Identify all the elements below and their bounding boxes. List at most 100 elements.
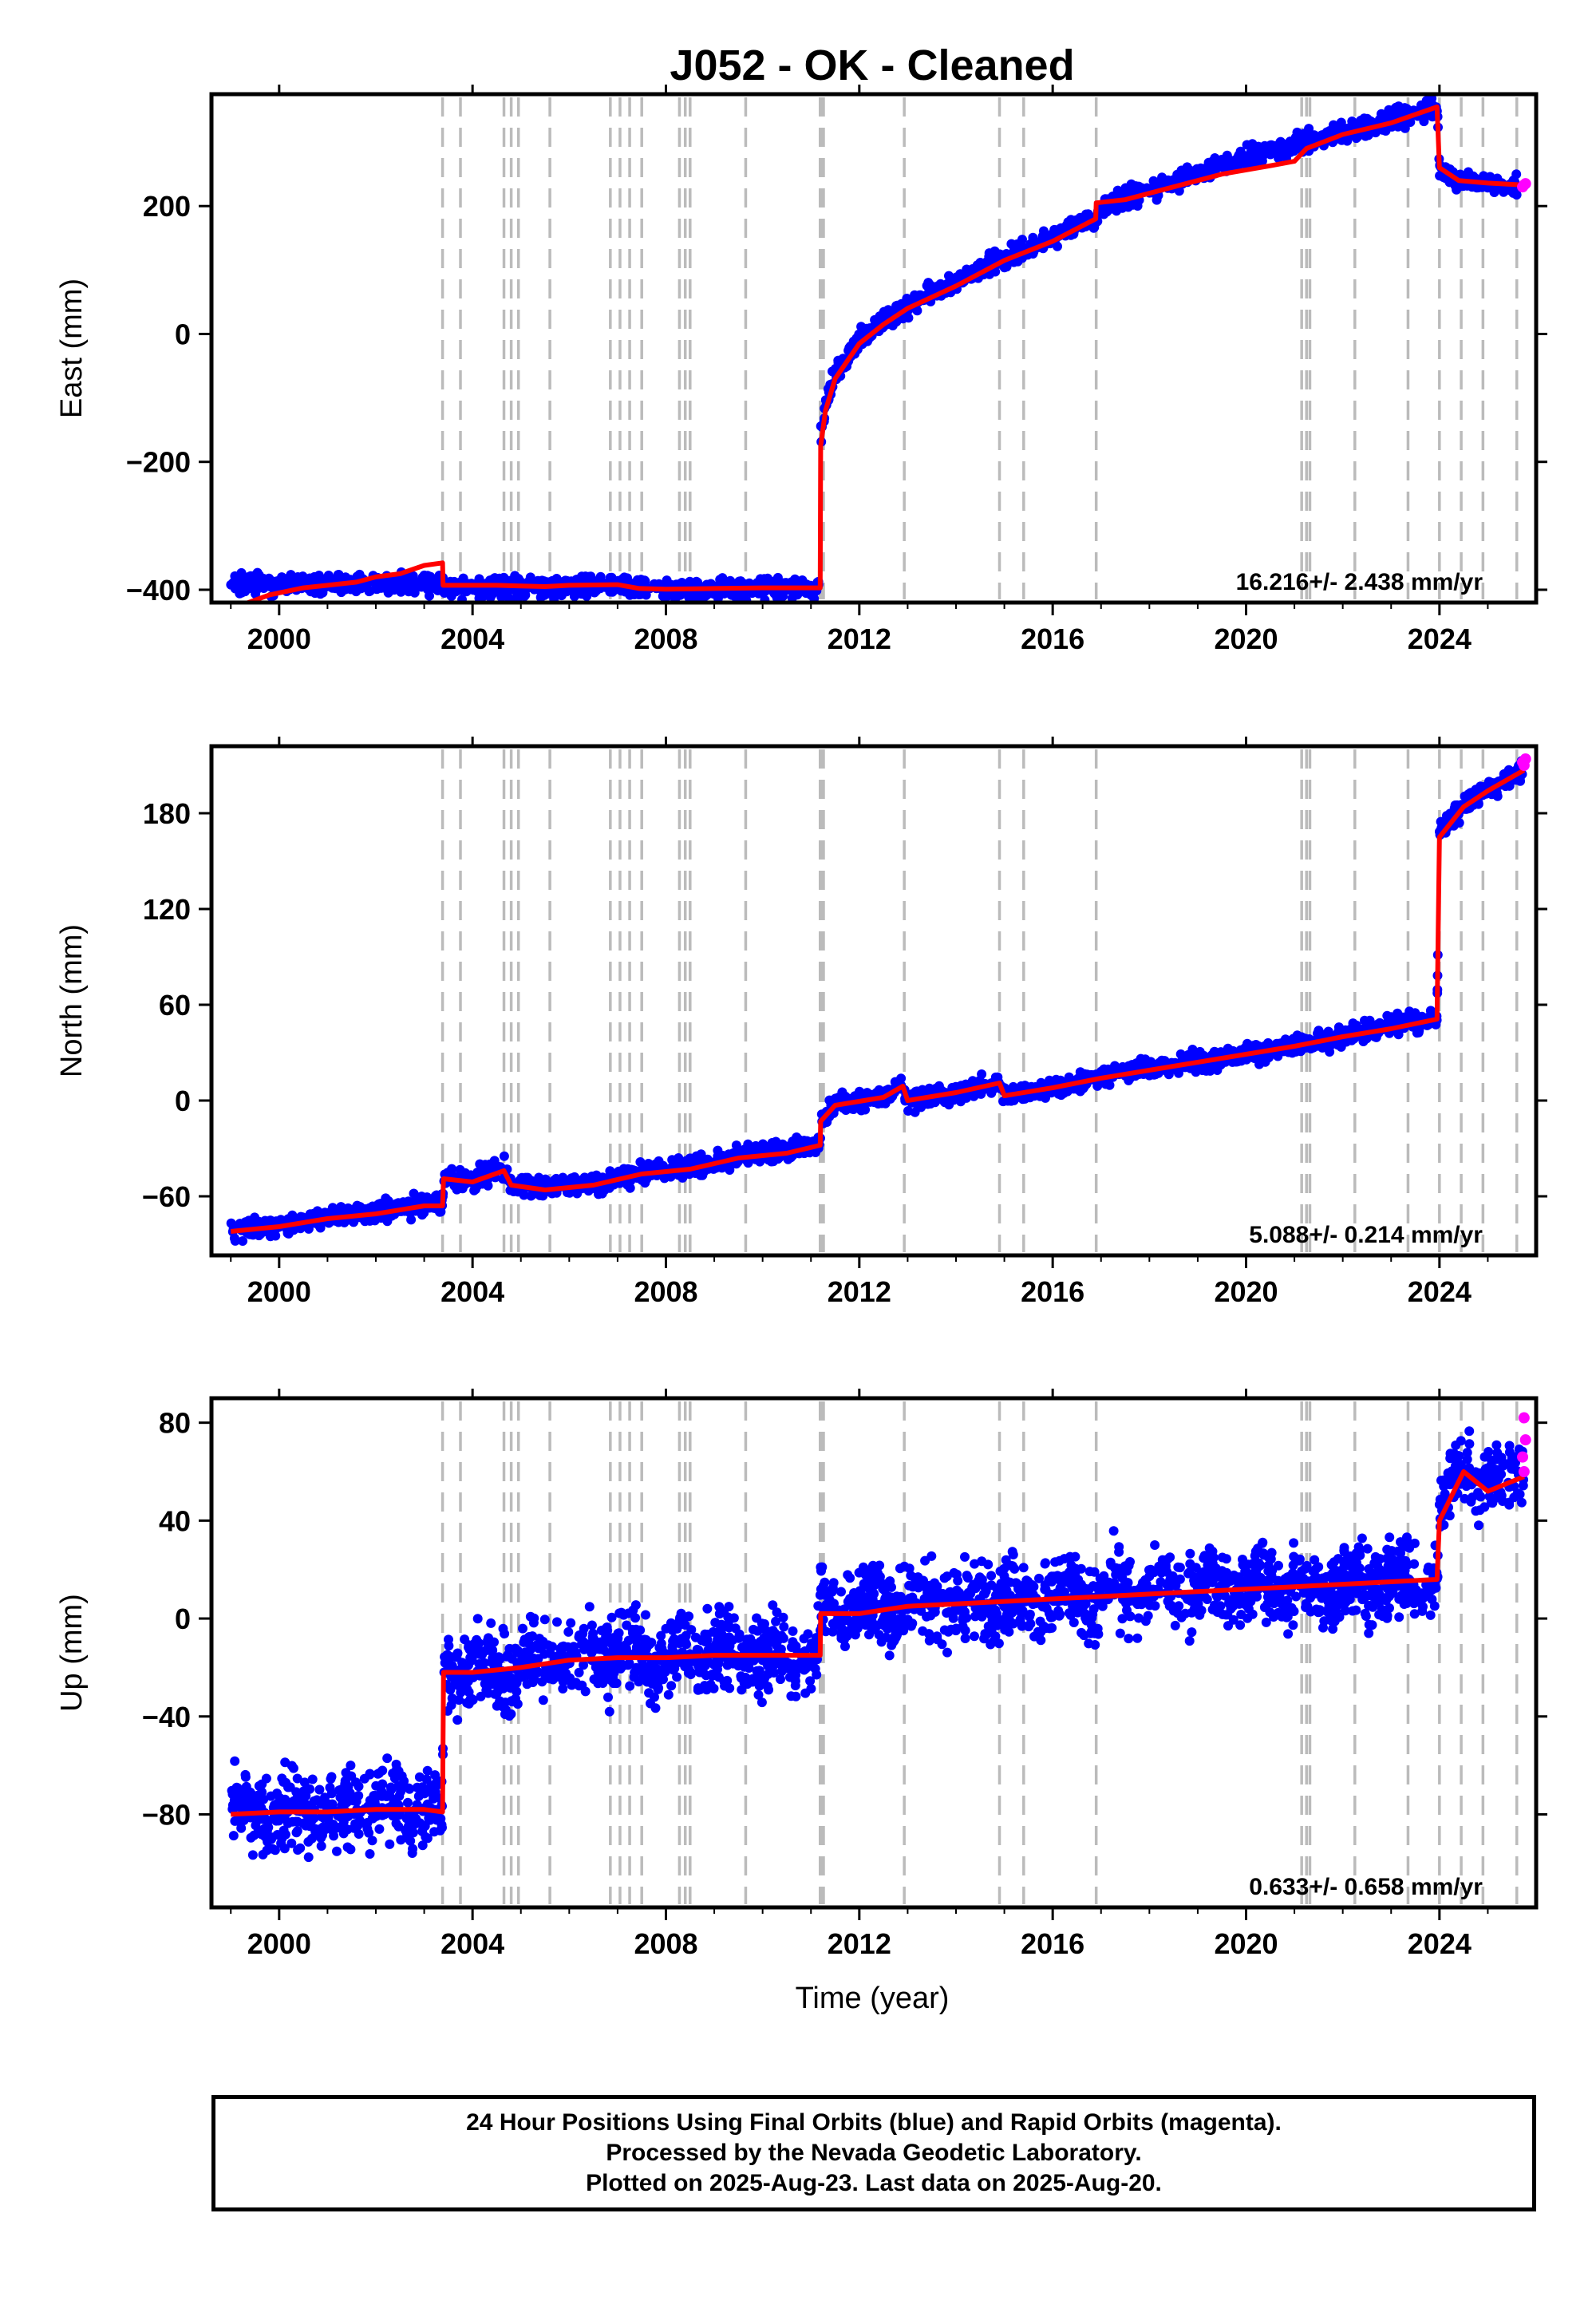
east-final-point <box>282 579 293 590</box>
north-final-point <box>1412 1028 1422 1038</box>
north-final-point <box>1241 1042 1251 1053</box>
north-final-point <box>1080 1069 1090 1079</box>
east-final-point <box>951 272 962 283</box>
north-final-point <box>1062 1086 1073 1097</box>
north-final-point <box>1100 1079 1111 1089</box>
up-final-point <box>1170 1620 1180 1630</box>
east-final-point <box>389 585 399 595</box>
north-final-point <box>1390 1017 1400 1027</box>
east-final-point <box>663 591 673 601</box>
east-y-axis-label: East (mm) <box>55 279 89 418</box>
east-final-point <box>1390 106 1400 117</box>
north-final-point <box>776 1142 786 1152</box>
east-final-point <box>1273 143 1283 153</box>
north-panel: 2000 2004 2008 2012 2016 2020 2024−60060120180… <box>55 737 1547 1308</box>
north-final-point <box>483 1180 493 1191</box>
up-final-point <box>768 1600 778 1611</box>
north-final-point <box>527 1190 537 1200</box>
east-y-tick-label: 0 <box>175 318 191 350</box>
up-final-point <box>1221 1554 1231 1564</box>
east-final-point <box>1099 209 1109 219</box>
north-x-tick-label: 2024 <box>1408 1275 1472 1308</box>
east-final-point <box>247 573 257 583</box>
east-final-point <box>1401 104 1412 114</box>
east-final-point <box>792 576 802 586</box>
east-final-point <box>634 590 644 599</box>
east-final-point <box>755 574 765 584</box>
east-final-point <box>1455 169 1465 180</box>
east-final-point <box>912 306 922 316</box>
east-final-point <box>1347 117 1357 126</box>
up-final-point <box>303 1852 314 1863</box>
north-y-axis-label: North (mm) <box>55 924 89 1077</box>
east-final-point <box>903 313 914 323</box>
north-final-point <box>393 1198 404 1208</box>
east-x-tick-label: 2012 <box>828 622 891 655</box>
north-final-point <box>238 1236 248 1246</box>
up-final-point <box>1115 1628 1125 1638</box>
north-final-point <box>860 1105 871 1115</box>
east-final-point <box>695 593 705 603</box>
east-final-point <box>1017 235 1027 245</box>
east-final-point <box>580 571 591 582</box>
east-x-tick-label: 2008 <box>634 622 697 655</box>
north-final-point <box>855 1086 864 1097</box>
east-final-point <box>1304 124 1314 134</box>
north-final-point <box>597 1188 607 1199</box>
up-final-point <box>630 1613 641 1623</box>
east-final-point <box>1081 209 1091 219</box>
north-final-point <box>1333 1040 1343 1050</box>
north-final-point <box>449 1180 460 1191</box>
north-y-tick-label: 180 <box>143 797 191 830</box>
north-final-point <box>912 1087 922 1097</box>
east-final-point <box>1200 164 1211 174</box>
east-final-point <box>772 572 783 583</box>
east-final-point <box>496 592 507 603</box>
east-final-point <box>376 583 386 593</box>
north-final-point <box>333 1207 343 1217</box>
north-y-tick-label: 120 <box>143 893 191 926</box>
east-final-point <box>606 572 617 583</box>
east-x-tick-label: 2004 <box>440 622 504 655</box>
east-final-point <box>620 587 630 597</box>
north-final-point <box>695 1170 705 1180</box>
east-final-point <box>995 250 1005 260</box>
east-final-point <box>1265 148 1275 159</box>
north-y-tick-label: −60 <box>142 1180 191 1213</box>
up-final-point <box>566 1618 576 1628</box>
up-final-point <box>1456 1436 1466 1446</box>
up-final-point <box>836 1587 846 1597</box>
east-final-point <box>405 586 415 596</box>
east-final-point <box>923 278 934 288</box>
north-final-point <box>1382 1010 1393 1021</box>
east-final-point <box>408 571 418 581</box>
north-final-point <box>1106 1066 1116 1077</box>
north-final-point <box>910 1107 920 1117</box>
north-final-point <box>837 1087 847 1097</box>
east-final-points <box>226 94 1522 603</box>
up-final-point <box>261 1773 271 1784</box>
east-final-point <box>1001 262 1012 272</box>
north-final-point <box>986 1088 997 1098</box>
up-final-point <box>307 1774 318 1784</box>
north-final-point <box>1491 788 1502 798</box>
east-final-point <box>1499 187 1509 197</box>
north-final-point <box>945 1095 955 1105</box>
north-x-tick-label: 2016 <box>1021 1275 1084 1308</box>
east-final-point <box>641 590 651 600</box>
north-x-tick-label: 2008 <box>634 1275 697 1308</box>
up-final-point <box>757 1697 767 1708</box>
east-y-tick-label: −400 <box>126 574 191 607</box>
up-final-point <box>1289 1538 1299 1548</box>
up-final-point <box>960 1551 970 1562</box>
east-rate-text: 16.216+/- 2.438 mm/yr <box>1236 569 1483 595</box>
up-final-point <box>1069 1618 1079 1627</box>
north-final-point <box>422 1192 433 1203</box>
north-final-point <box>1476 781 1486 792</box>
north-model-line <box>230 768 1526 1234</box>
east-final-point <box>1226 156 1236 165</box>
up-final-point <box>452 1715 463 1725</box>
up-final-point <box>588 1628 598 1638</box>
east-final-point <box>887 321 898 330</box>
